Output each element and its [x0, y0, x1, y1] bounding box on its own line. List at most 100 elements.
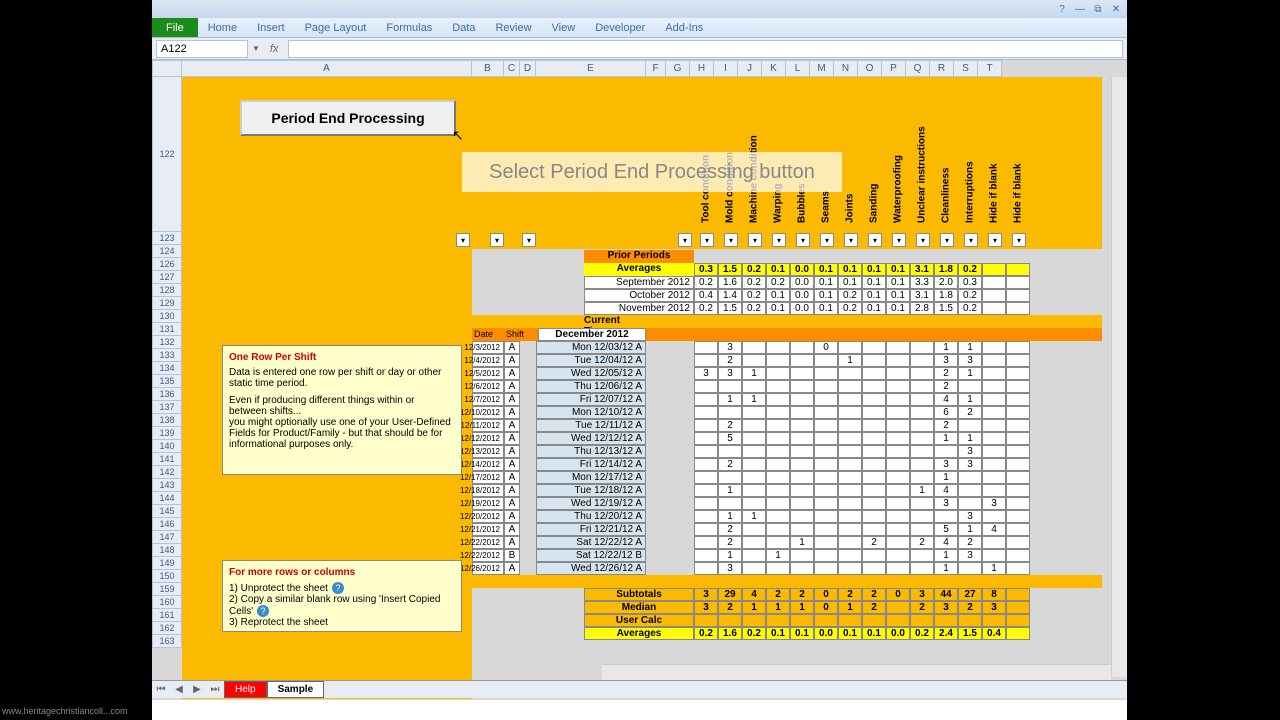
data-cell[interactable]: [982, 445, 1006, 458]
data-cell[interactable]: [910, 432, 934, 445]
data-cell[interactable]: 1: [958, 341, 982, 354]
row-header-130[interactable]: 130: [152, 310, 182, 323]
data-cell[interactable]: [814, 445, 838, 458]
data-cell[interactable]: [742, 406, 766, 419]
data-cell[interactable]: 3: [958, 354, 982, 367]
col-header-Q[interactable]: Q: [906, 60, 930, 77]
filter-button[interactable]: ▾: [772, 233, 786, 247]
data-cell[interactable]: [814, 354, 838, 367]
data-cell[interactable]: [886, 510, 910, 523]
data-cell[interactable]: [886, 562, 910, 575]
row-header-144[interactable]: 144: [152, 492, 182, 505]
data-cell[interactable]: [862, 549, 886, 562]
name-box[interactable]: A122: [156, 40, 248, 58]
data-cell[interactable]: [838, 445, 862, 458]
data-cell[interactable]: [982, 393, 1006, 406]
filter-button[interactable]: ▾: [892, 233, 906, 247]
col-header-S[interactable]: S: [954, 60, 978, 77]
data-cell[interactable]: [910, 549, 934, 562]
data-cell[interactable]: [910, 510, 934, 523]
period-end-button[interactable]: Period End Processing: [240, 100, 456, 136]
data-cell[interactable]: [742, 484, 766, 497]
data-cell[interactable]: [886, 523, 910, 536]
data-cell[interactable]: [910, 458, 934, 471]
restore-icon[interactable]: ⧉: [1091, 2, 1105, 16]
data-cell[interactable]: [790, 523, 814, 536]
col-header-I[interactable]: I: [714, 60, 738, 77]
data-cell[interactable]: 5: [934, 523, 958, 536]
data-cell[interactable]: 1: [718, 484, 742, 497]
data-cell[interactable]: [862, 497, 886, 510]
data-cell[interactable]: 1: [718, 549, 742, 562]
nav-prev-icon[interactable]: ◀: [170, 684, 188, 695]
col-header-F[interactable]: F: [646, 60, 666, 77]
data-cell[interactable]: 3: [982, 497, 1006, 510]
col-header-T[interactable]: T: [978, 60, 1002, 77]
data-cell[interactable]: 2: [718, 354, 742, 367]
data-cell[interactable]: [886, 458, 910, 471]
data-cell[interactable]: [862, 367, 886, 380]
data-cell[interactable]: [886, 536, 910, 549]
data-cell[interactable]: 2: [718, 458, 742, 471]
data-cell[interactable]: [814, 562, 838, 575]
data-cell[interactable]: 2: [934, 419, 958, 432]
data-cell[interactable]: [766, 432, 790, 445]
data-cell[interactable]: [838, 562, 862, 575]
data-cell[interactable]: [958, 562, 982, 575]
data-cell[interactable]: [814, 419, 838, 432]
data-cell[interactable]: [862, 393, 886, 406]
data-cell[interactable]: 1: [982, 562, 1006, 575]
data-cell[interactable]: [886, 367, 910, 380]
data-cell[interactable]: [814, 406, 838, 419]
data-cell[interactable]: [814, 484, 838, 497]
data-cell[interactable]: 1: [934, 562, 958, 575]
col-header-G[interactable]: G: [666, 60, 690, 77]
data-cell[interactable]: [910, 497, 934, 510]
filter-button[interactable]: ▾: [724, 233, 738, 247]
data-cell[interactable]: [742, 471, 766, 484]
data-cell[interactable]: 3: [718, 367, 742, 380]
data-cell[interactable]: [790, 432, 814, 445]
data-cell[interactable]: [742, 562, 766, 575]
data-cell[interactable]: [982, 536, 1006, 549]
data-cell[interactable]: [982, 419, 1006, 432]
data-cell[interactable]: [694, 445, 718, 458]
nav-next-icon[interactable]: ▶: [188, 684, 206, 695]
data-cell[interactable]: [766, 393, 790, 406]
data-cell[interactable]: [862, 510, 886, 523]
data-cell[interactable]: 1: [742, 393, 766, 406]
data-cell[interactable]: [814, 380, 838, 393]
data-cell[interactable]: [814, 536, 838, 549]
row-header-159[interactable]: 159: [152, 583, 182, 596]
col-header-H[interactable]: H: [690, 60, 714, 77]
data-cell[interactable]: [862, 471, 886, 484]
data-cell[interactable]: [814, 393, 838, 406]
filter-button[interactable]: ▾: [916, 233, 930, 247]
ribbon-tab-review[interactable]: Review: [485, 19, 541, 37]
filter-button[interactable]: ▾: [700, 233, 714, 247]
data-cell[interactable]: [718, 380, 742, 393]
data-cell[interactable]: [886, 484, 910, 497]
data-cell[interactable]: [1006, 523, 1030, 536]
data-cell[interactable]: 1: [742, 367, 766, 380]
data-cell[interactable]: [790, 484, 814, 497]
row-header-139[interactable]: 139: [152, 427, 182, 440]
ribbon-tab-page-layout[interactable]: Page Layout: [295, 19, 377, 37]
ribbon-tab-insert[interactable]: Insert: [247, 19, 295, 37]
data-cell[interactable]: [766, 523, 790, 536]
row-header-124[interactable]: 124: [152, 245, 182, 258]
data-cell[interactable]: [814, 367, 838, 380]
row-header-148[interactable]: 148: [152, 544, 182, 557]
data-cell[interactable]: [910, 367, 934, 380]
col-header-N[interactable]: N: [834, 60, 858, 77]
data-cell[interactable]: [886, 354, 910, 367]
data-cell[interactable]: 1: [934, 471, 958, 484]
filter-button[interactable]: ▾: [456, 233, 470, 247]
data-cell[interactable]: [1006, 432, 1030, 445]
data-cell[interactable]: [766, 367, 790, 380]
data-cell[interactable]: [982, 458, 1006, 471]
data-cell[interactable]: [862, 523, 886, 536]
ribbon-tab-data[interactable]: Data: [442, 19, 485, 37]
data-cell[interactable]: [910, 393, 934, 406]
data-cell[interactable]: [1006, 549, 1030, 562]
